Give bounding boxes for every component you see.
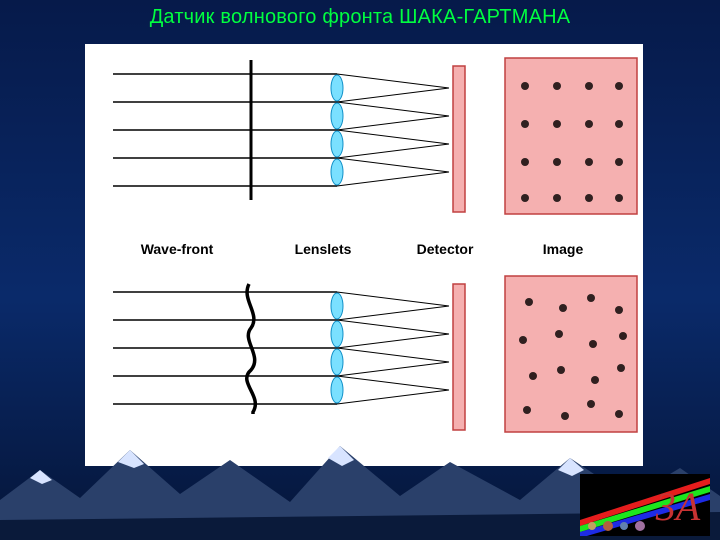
svg-text:Wave-front: Wave-front [141,241,214,257]
svg-text:3A: 3A [655,484,701,529]
svg-text:Image: Image [543,241,584,257]
page-title: Датчик волнового фронта ШАКА-ГАРТМАНА [0,6,720,29]
logo-3a: 3A [580,474,710,536]
wavefront-diagram: Wave-front Lenslets Detector Image [85,44,643,466]
diagram-figure: Wave-front Lenslets Detector Image [85,44,643,466]
svg-text:Lenslets: Lenslets [295,241,352,257]
svg-text:Detector: Detector [417,241,474,257]
